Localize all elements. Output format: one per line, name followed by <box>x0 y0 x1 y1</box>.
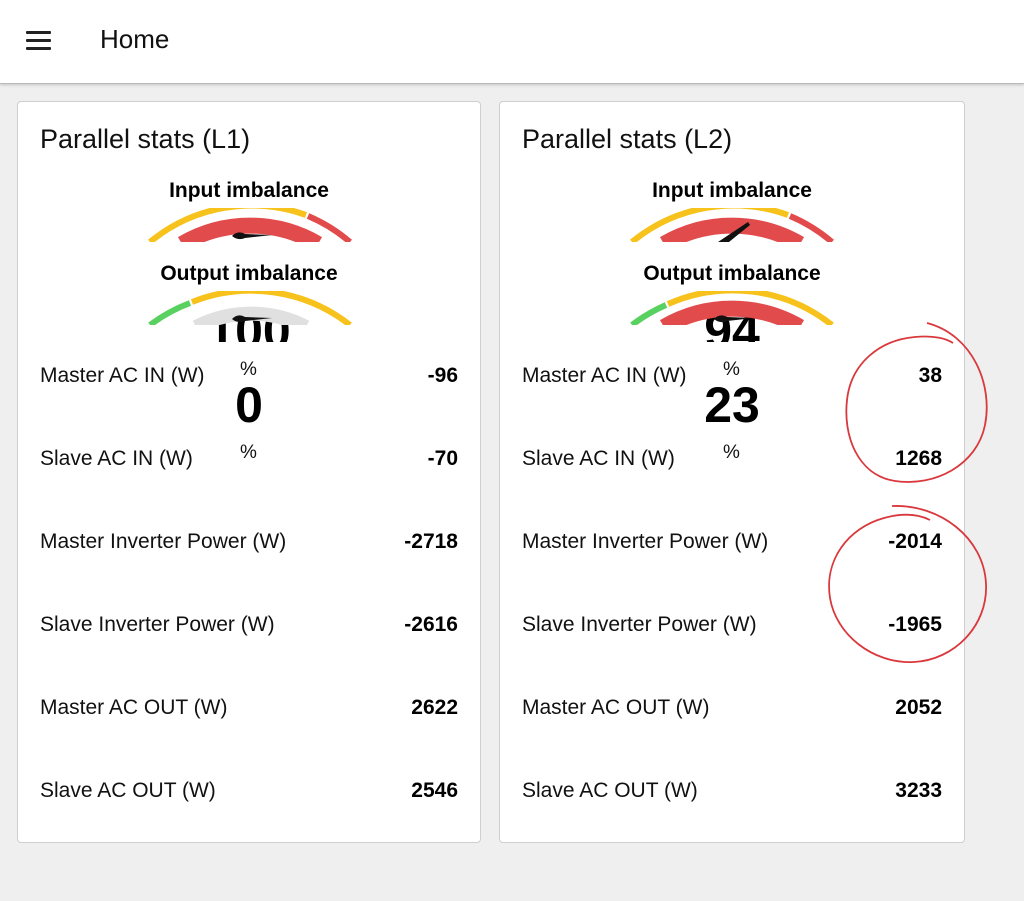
stat-value: -2718 <box>404 530 458 553</box>
output-imbalance-value: 0 <box>235 377 263 433</box>
stat-row: Master Inverter Power (W) -2014 <box>522 530 942 560</box>
page-title: Home <box>100 24 170 54</box>
stat-label: Master AC OUT (W) <box>40 696 228 719</box>
stat-value: 3233 <box>895 779 942 802</box>
stat-row: Slave AC IN (W) 1268 <box>522 447 942 477</box>
input-imbalance-gauge <box>146 208 354 242</box>
stat-value: 2546 <box>411 779 458 802</box>
input-imbalance-label: Input imbalance <box>169 179 329 202</box>
stat-label: Slave AC IN (W) <box>522 447 675 470</box>
stat-value: -2616 <box>404 613 458 636</box>
stat-label: Master Inverter Power (W) <box>522 530 769 553</box>
stat-value: -70 <box>427 447 458 470</box>
stat-label: Slave Inverter Power (W) <box>522 613 757 636</box>
stat-value: -2014 <box>888 530 942 553</box>
parallel-stats-card-l1: Parallel stats (L1) Input imbalance 100 … <box>17 101 481 843</box>
stat-label: Master AC IN (W) <box>522 364 687 387</box>
card-title: Parallel stats (L2) <box>522 124 733 154</box>
hamburger-menu-icon[interactable] <box>14 18 62 62</box>
stat-row: Slave Inverter Power (W) -1965 <box>522 613 942 643</box>
output-imbalance-gauge <box>146 291 354 325</box>
stat-label: Slave Inverter Power (W) <box>40 613 275 636</box>
stat-value: 2052 <box>895 696 942 719</box>
input-imbalance-label: Input imbalance <box>652 179 812 202</box>
stat-row: Master AC OUT (W) 2622 <box>40 696 458 726</box>
stat-value: -96 <box>427 364 458 387</box>
stat-value: 2622 <box>411 696 458 719</box>
stat-row: Slave Inverter Power (W) -2616 <box>40 613 458 643</box>
stat-value: 1268 <box>895 447 942 470</box>
stat-row: Slave AC OUT (W) 3233 <box>522 779 942 809</box>
stat-row: Master AC IN (W) 38 <box>522 364 942 394</box>
stat-value: 38 <box>918 364 942 387</box>
stat-row: Master Inverter Power (W) -2718 <box>40 530 458 560</box>
stat-label: Master AC OUT (W) <box>522 696 710 719</box>
parallel-stats-card-l2: Parallel stats (L2) Input imbalance 94 O… <box>499 101 965 843</box>
stat-row: Master AC IN (W) -96 <box>40 364 458 394</box>
app-bar: Home <box>0 0 1024 84</box>
output-imbalance-value: 23 <box>704 377 760 433</box>
stat-value: -1965 <box>888 613 942 636</box>
output-imbalance-label: Output imbalance <box>160 262 338 285</box>
output-imbalance-gauge <box>628 291 836 325</box>
input-imbalance-unit: % <box>240 359 257 380</box>
stat-label: Master AC IN (W) <box>40 364 205 387</box>
card-title: Parallel stats (L1) <box>40 124 251 154</box>
stat-row: Slave AC IN (W) -70 <box>40 447 458 477</box>
input-imbalance-unit: % <box>723 359 740 380</box>
stat-row: Slave AC OUT (W) 2546 <box>40 779 458 809</box>
stat-label: Slave AC OUT (W) <box>522 779 698 802</box>
output-imbalance-label: Output imbalance <box>643 262 821 285</box>
output-imbalance-unit: % <box>723 442 740 463</box>
output-imbalance-unit: % <box>240 442 257 463</box>
stat-label: Slave AC OUT (W) <box>40 779 216 802</box>
input-imbalance-gauge <box>628 208 836 242</box>
stat-label: Slave AC IN (W) <box>40 447 193 470</box>
stat-row: Master AC OUT (W) 2052 <box>522 696 942 726</box>
stat-label: Master Inverter Power (W) <box>40 530 287 553</box>
